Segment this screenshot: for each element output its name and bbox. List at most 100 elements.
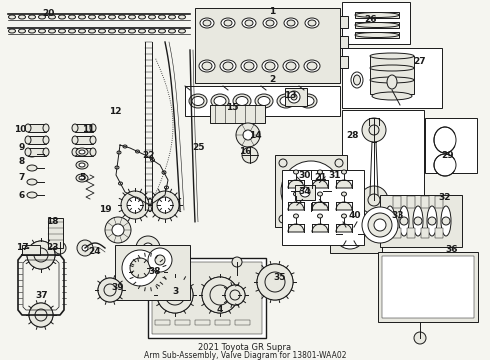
Ellipse shape <box>203 20 211 26</box>
Circle shape <box>362 118 386 142</box>
Ellipse shape <box>318 192 322 196</box>
Ellipse shape <box>76 148 88 156</box>
Text: 34: 34 <box>299 188 311 197</box>
Circle shape <box>242 147 258 163</box>
Text: 2021 Toyota GR Supra: 2021 Toyota GR Supra <box>198 343 292 352</box>
Circle shape <box>148 248 172 272</box>
Circle shape <box>105 217 131 243</box>
Ellipse shape <box>90 124 96 132</box>
Circle shape <box>165 285 185 305</box>
Ellipse shape <box>284 18 298 28</box>
Ellipse shape <box>49 15 55 19</box>
Ellipse shape <box>277 94 295 108</box>
Circle shape <box>141 265 155 279</box>
Ellipse shape <box>79 163 85 167</box>
Bar <box>435 196 443 208</box>
Circle shape <box>279 215 287 223</box>
Text: 29: 29 <box>441 150 454 159</box>
Ellipse shape <box>236 96 248 105</box>
Bar <box>175 320 190 325</box>
Text: 10: 10 <box>14 126 26 135</box>
Bar <box>275 155 347 227</box>
Bar <box>330 215 382 253</box>
Ellipse shape <box>79 176 85 180</box>
Ellipse shape <box>214 96 226 105</box>
Bar <box>342 48 442 108</box>
Ellipse shape <box>370 65 414 71</box>
Text: 2: 2 <box>269 76 275 85</box>
Ellipse shape <box>27 192 37 198</box>
Circle shape <box>291 171 331 211</box>
Ellipse shape <box>178 15 186 19</box>
Ellipse shape <box>89 15 96 19</box>
Ellipse shape <box>27 151 37 157</box>
Bar <box>75 124 93 132</box>
Circle shape <box>414 217 422 225</box>
Bar <box>152 262 262 334</box>
Ellipse shape <box>427 206 437 236</box>
Ellipse shape <box>169 29 175 33</box>
Circle shape <box>281 161 341 221</box>
Ellipse shape <box>241 60 257 72</box>
Ellipse shape <box>19 15 25 19</box>
Circle shape <box>127 197 143 213</box>
Bar <box>28 148 46 156</box>
Ellipse shape <box>98 15 105 19</box>
Ellipse shape <box>224 20 232 26</box>
Text: 4: 4 <box>217 306 223 315</box>
Bar <box>393 196 401 208</box>
Circle shape <box>225 285 245 305</box>
Text: 20: 20 <box>42 9 54 18</box>
Bar <box>210 105 265 123</box>
Bar <box>355 22 399 28</box>
Ellipse shape <box>108 15 116 19</box>
Text: 3: 3 <box>172 288 178 297</box>
Bar <box>285 88 307 106</box>
Circle shape <box>29 303 53 327</box>
Circle shape <box>129 199 141 211</box>
Ellipse shape <box>158 29 166 33</box>
Ellipse shape <box>307 62 317 70</box>
Bar <box>75 148 93 156</box>
Bar <box>340 36 348 48</box>
Text: 26: 26 <box>364 15 376 24</box>
Bar <box>370 56 414 94</box>
Bar <box>425 118 477 173</box>
Circle shape <box>335 159 343 167</box>
Ellipse shape <box>90 136 96 144</box>
Text: 28: 28 <box>346 130 358 139</box>
Circle shape <box>210 285 230 305</box>
Text: 39: 39 <box>112 284 124 292</box>
Circle shape <box>35 309 47 321</box>
Ellipse shape <box>266 20 274 26</box>
Bar <box>148 258 266 338</box>
Circle shape <box>132 256 164 288</box>
Circle shape <box>288 91 300 103</box>
Ellipse shape <box>119 182 122 185</box>
Ellipse shape <box>128 15 136 19</box>
Text: 15: 15 <box>226 104 238 112</box>
Ellipse shape <box>355 13 399 18</box>
Circle shape <box>232 257 242 267</box>
Ellipse shape <box>76 174 88 182</box>
Circle shape <box>151 191 179 219</box>
Bar <box>340 16 348 28</box>
Bar <box>393 228 401 238</box>
Ellipse shape <box>39 15 46 19</box>
Ellipse shape <box>76 161 88 169</box>
Ellipse shape <box>318 214 322 218</box>
Wedge shape <box>336 180 352 188</box>
Circle shape <box>112 224 124 236</box>
Ellipse shape <box>283 60 299 72</box>
Bar <box>155 320 170 325</box>
Circle shape <box>428 217 436 225</box>
Ellipse shape <box>136 197 140 200</box>
Ellipse shape <box>98 29 105 33</box>
Bar <box>235 320 250 325</box>
Ellipse shape <box>399 206 409 236</box>
Wedge shape <box>312 224 328 232</box>
Circle shape <box>368 213 392 237</box>
Circle shape <box>335 215 343 223</box>
Ellipse shape <box>119 29 125 33</box>
Ellipse shape <box>136 150 140 153</box>
